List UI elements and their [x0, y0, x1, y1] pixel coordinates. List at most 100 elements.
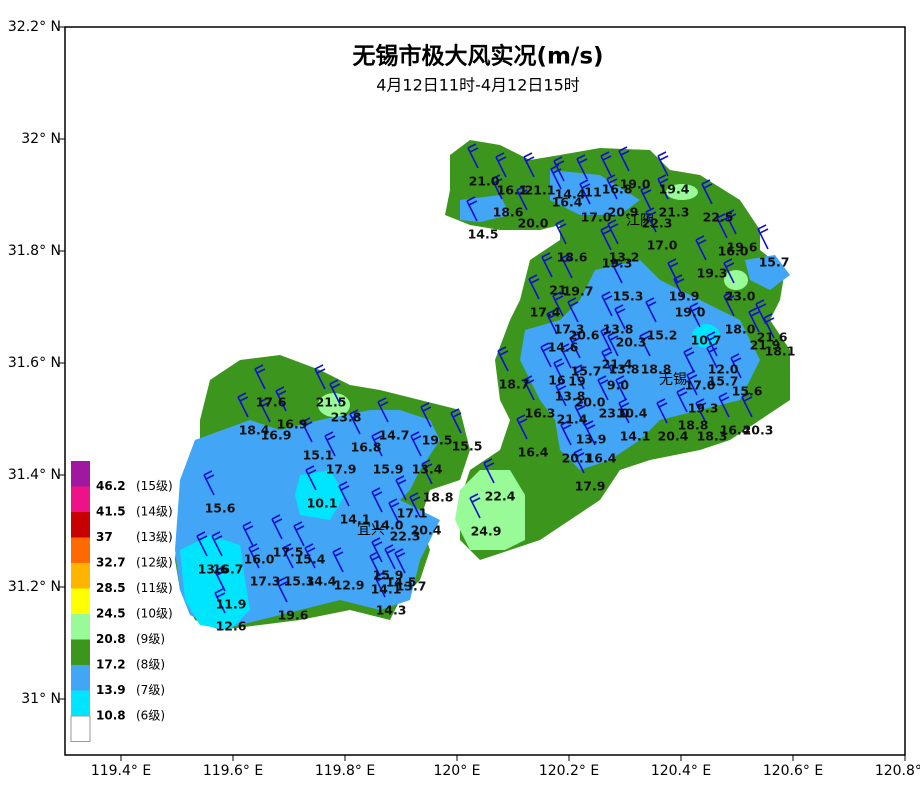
- wind-barb: [371, 487, 383, 513]
- wind-barb: [214, 588, 226, 614]
- station-value: 16.3: [525, 406, 556, 421]
- wind-barb: [271, 514, 283, 540]
- wind-barb: [305, 465, 317, 491]
- station-value: 13.8: [609, 362, 640, 377]
- wind-barb: [349, 409, 361, 435]
- wind-barb: [394, 548, 406, 574]
- wind-barb: [546, 309, 558, 335]
- wind-barb: [466, 196, 478, 222]
- wind-barb: [523, 375, 535, 401]
- station-value: 20.6: [569, 328, 600, 343]
- legend-value: 46.2: [96, 479, 126, 493]
- wind-barb: [550, 164, 562, 190]
- station-value: 14.4: [306, 574, 337, 589]
- station-value: 14.0: [373, 518, 404, 533]
- station-value: 20.0: [575, 395, 606, 410]
- station-value: 15.9: [373, 568, 404, 583]
- legend-swatch: [71, 690, 90, 716]
- station-value: 20.0: [518, 216, 549, 231]
- station-value: 20.1: [562, 451, 593, 466]
- wind-barb: [338, 481, 350, 507]
- legend-level: (15级): [136, 479, 173, 493]
- station-value: 24.9: [471, 524, 502, 539]
- station-value: 18.3: [697, 429, 728, 444]
- station-value: 20.4: [411, 523, 442, 538]
- legend-swatch: [71, 614, 90, 640]
- wind-barb: [410, 431, 422, 457]
- wind-barb: [601, 291, 613, 317]
- wind-barb: [723, 258, 735, 284]
- wind-barb: [716, 213, 728, 239]
- legend-value: 37: [96, 530, 113, 544]
- station-value: 16.4: [586, 451, 617, 466]
- wind-barb: [676, 387, 688, 413]
- station-value: 20.4: [658, 429, 689, 444]
- station-value: 16.9: [261, 428, 292, 443]
- station-value: 21.1: [525, 183, 556, 198]
- station-value: 15.7: [708, 374, 739, 389]
- station-value: 20.3: [616, 335, 647, 350]
- station-value: 16.4: [552, 195, 583, 210]
- station-value: 10.1: [307, 496, 338, 511]
- station-value: 14.7: [379, 428, 410, 443]
- station-value: 15.1: [303, 448, 334, 463]
- legend-value: 24.5: [96, 607, 126, 621]
- station-value: 15.3: [613, 289, 644, 304]
- legend-level: (10级): [136, 607, 173, 621]
- legend-value: 10.8: [96, 709, 126, 723]
- legend-value: 13.9: [96, 683, 126, 697]
- legend-level: (7级): [136, 683, 165, 697]
- region-blue: [460, 195, 510, 222]
- wind-barb: [657, 174, 669, 200]
- wind-barb: [755, 299, 767, 325]
- city-label: 宜兴: [357, 522, 385, 538]
- station-value: 17.0: [647, 238, 678, 253]
- region-cyan: [180, 535, 250, 630]
- x-tick-label: 119.4° E: [91, 763, 151, 779]
- legend-swatch: [71, 639, 90, 665]
- wind-barb: [695, 398, 707, 424]
- wind-barb: [607, 331, 619, 357]
- wind-barb: [601, 347, 613, 373]
- station-value: 18.8: [678, 418, 709, 433]
- station-value: 18.8: [641, 362, 672, 377]
- wind-barb: [211, 531, 223, 557]
- wind-barb: [606, 174, 618, 200]
- wind-barb: [701, 179, 713, 205]
- wind-barb: [259, 397, 271, 423]
- station-value: 15.6: [732, 384, 763, 399]
- x-tick-label: 120.4° E: [651, 763, 711, 779]
- legend-value: 32.7: [96, 556, 126, 570]
- wind-barb: [561, 253, 573, 279]
- station-value: 14.1: [340, 512, 371, 527]
- station-value: 16.4: [720, 423, 751, 438]
- legend-level: (8级): [136, 658, 165, 672]
- wind-barb: [656, 398, 668, 424]
- legend-swatch: [70, 715, 91, 742]
- wind-barb: [579, 179, 591, 205]
- station-value: 21: [549, 283, 566, 298]
- station-value: 15.9: [373, 462, 404, 477]
- wind-barb: [611, 258, 623, 284]
- wind-barb: [242, 521, 254, 547]
- wind-barb: [645, 207, 657, 233]
- station-value: 13.8: [555, 389, 586, 404]
- legend-level: (12级): [136, 556, 173, 570]
- station-value: 13.9: [576, 432, 607, 447]
- station-value: 23.0: [599, 406, 630, 421]
- wind-barb: [450, 408, 462, 434]
- station-value: 18.1: [765, 344, 796, 359]
- wind-barb: [523, 152, 535, 178]
- station-value: 15.2: [647, 328, 678, 343]
- wind-barb: [574, 401, 586, 427]
- station-value: 16.8: [602, 182, 633, 197]
- wind-barb: [528, 274, 540, 300]
- station-value: 19.3: [602, 256, 633, 271]
- wind-barb: [374, 572, 386, 598]
- wind-barb: [607, 219, 619, 245]
- station-value: 13.4: [412, 462, 443, 477]
- wind-barb: [730, 353, 742, 379]
- station-value: 16.7: [213, 562, 244, 577]
- station-value: 19.6: [727, 240, 758, 255]
